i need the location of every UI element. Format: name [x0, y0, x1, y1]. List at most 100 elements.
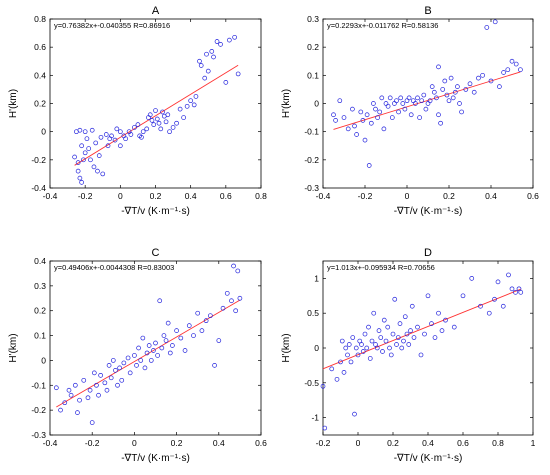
data-point	[142, 365, 148, 371]
regression-equation: y=0.2293x+-0.011762 R=0.58136	[327, 21, 438, 30]
y-axis-label: H'(km)	[281, 333, 292, 362]
data-point	[360, 349, 366, 354]
data-point	[406, 95, 412, 101]
data-point	[178, 335, 184, 341]
x-axis-label: -∇T/v (K·m⁻¹·s)	[394, 453, 463, 464]
data-point	[229, 298, 234, 304]
data-point	[488, 78, 494, 84]
data-point	[509, 58, 515, 64]
x-tick-label: 0	[132, 438, 137, 448]
data-point	[170, 343, 175, 348]
data-point	[396, 109, 401, 115]
x-tick-label: 0.8	[492, 438, 504, 448]
data-point	[480, 72, 485, 78]
data-point	[450, 95, 456, 101]
data-point	[381, 317, 387, 323]
data-point	[409, 303, 415, 309]
data-point	[93, 140, 99, 146]
data-point	[233, 308, 239, 314]
data-point	[364, 345, 370, 351]
data-point	[394, 98, 399, 104]
data-point	[235, 71, 241, 77]
fit-line	[333, 71, 521, 130]
data-point	[350, 106, 355, 112]
data-point	[117, 365, 122, 371]
data-point	[174, 120, 179, 126]
data-point	[362, 137, 368, 143]
data-point	[375, 115, 380, 120]
data-point	[146, 343, 152, 348]
data-point	[112, 137, 118, 143]
x-tick-label: -0.4	[316, 191, 331, 201]
data-point	[339, 338, 345, 344]
data-point	[509, 286, 515, 292]
data-point	[429, 321, 434, 326]
data-point	[89, 420, 95, 425]
data-point	[436, 310, 441, 316]
data-point	[432, 335, 438, 340]
x-tick-label: 0.2	[443, 191, 455, 201]
data-point	[322, 425, 328, 431]
data-point	[165, 320, 171, 326]
data-point	[161, 333, 167, 338]
data-point	[457, 101, 462, 106]
data-point	[232, 34, 237, 40]
data-point	[438, 120, 443, 126]
data-point	[500, 303, 506, 309]
plot-frame	[49, 18, 262, 189]
data-point	[346, 342, 352, 347]
data-point	[395, 335, 401, 340]
data-point	[104, 387, 110, 393]
data-point	[75, 160, 81, 165]
data-point	[77, 127, 83, 133]
data-point	[434, 95, 439, 101]
data-point	[204, 51, 209, 57]
x-tick-label: 1	[531, 438, 536, 448]
data-point	[389, 115, 395, 120]
data-point	[203, 318, 209, 324]
data-point	[352, 123, 357, 129]
data-point	[355, 352, 361, 358]
data-point	[91, 164, 97, 170]
data-point	[400, 101, 406, 106]
data-point	[443, 317, 448, 323]
data-point	[421, 92, 427, 98]
data-point	[134, 363, 139, 368]
data-point	[121, 360, 127, 366]
plot-frame	[322, 18, 534, 189]
data-point	[451, 324, 457, 330]
y-tick-label: -1	[311, 413, 319, 423]
x-tick-label: -0.2	[358, 191, 373, 201]
panel-a-title: A	[152, 5, 160, 17]
data-point	[463, 87, 469, 92]
data-point	[75, 168, 81, 174]
data-point	[72, 154, 77, 160]
x-tick-label: 0.6	[457, 438, 469, 448]
data-point	[53, 385, 59, 391]
data-point	[366, 324, 371, 330]
data-point	[377, 109, 383, 115]
data-point	[106, 363, 112, 368]
data-point	[81, 377, 87, 383]
data-point	[109, 133, 114, 139]
data-point	[127, 370, 133, 376]
data-point	[390, 331, 396, 337]
data-point	[223, 80, 229, 85]
data-point	[163, 338, 169, 343]
panel-c-title: C	[152, 247, 160, 259]
panel-b-title: B	[424, 5, 431, 17]
x-tick-label: 0.2	[171, 438, 183, 448]
data-point	[354, 132, 359, 137]
panel-d-title: D	[424, 247, 432, 259]
data-point	[191, 102, 197, 108]
x-tick-label: -0.2	[78, 191, 93, 201]
fit-line	[74, 64, 239, 166]
data-point	[362, 331, 368, 337]
data-point	[153, 340, 158, 346]
y-tick-label: 0.4	[34, 256, 46, 266]
regression-equation: y=0.49406x+-0.0044308 R=0.83003	[54, 263, 174, 272]
data-point	[436, 112, 441, 118]
y-tick-label: 0.2	[34, 99, 46, 109]
y-tick-label: 0.4	[34, 70, 46, 80]
data-point	[353, 345, 359, 351]
